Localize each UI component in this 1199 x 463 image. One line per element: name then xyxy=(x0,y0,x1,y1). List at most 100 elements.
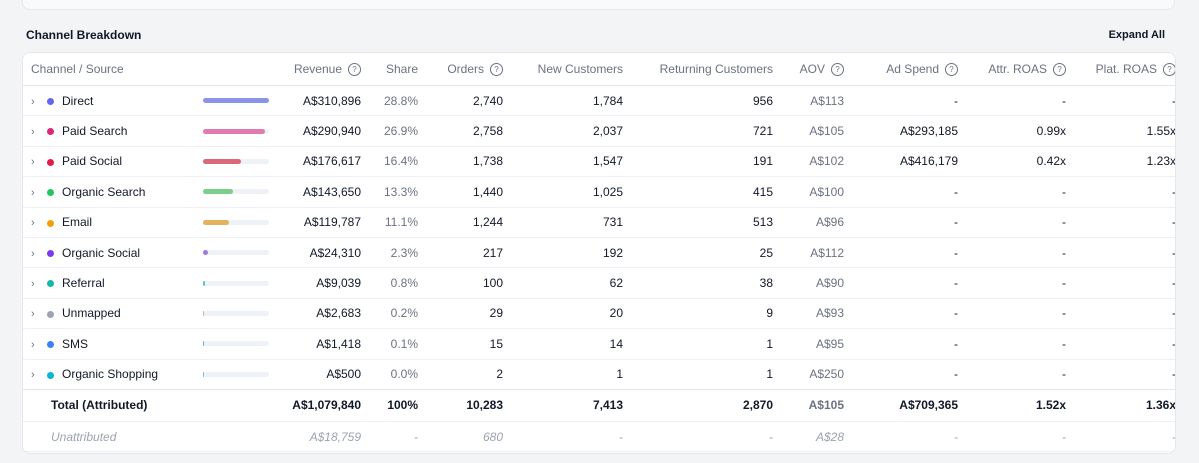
col-orders-label: Orders xyxy=(447,61,485,76)
share-bar-fill xyxy=(203,280,205,286)
col-aov-label: AOV xyxy=(799,61,826,76)
channel-color-dot xyxy=(47,128,54,136)
aov-cell: A$96 xyxy=(815,215,845,230)
chevron-right-icon[interactable]: › xyxy=(31,186,35,199)
chevron-right-icon[interactable]: › xyxy=(31,369,35,382)
share-bar xyxy=(203,371,269,377)
share-bar-fill xyxy=(203,189,234,195)
orders-cell: 100 xyxy=(482,276,504,291)
channel-name: Organic Shopping xyxy=(62,367,159,382)
ad-spend-cell: - xyxy=(954,367,959,382)
channel-cell[interactable]: › Organic Social xyxy=(23,237,201,267)
channel-cell[interactable]: › Direct xyxy=(23,86,201,116)
col-orders[interactable]: Orders? xyxy=(426,53,512,86)
channel-cell[interactable]: › Email xyxy=(23,207,201,237)
table-row[interactable]: › SMS A$1,418 0.1% 15 14 1 A$95 - - - xyxy=(23,329,1175,360)
chevron-right-icon[interactable]: › xyxy=(31,95,35,108)
chevron-right-icon[interactable]: › xyxy=(31,247,35,260)
channel-color-dot xyxy=(47,280,54,288)
total-orders: 10,283 xyxy=(426,388,512,422)
share-bar xyxy=(203,280,269,286)
chevron-right-icon[interactable]: › xyxy=(31,278,35,291)
aov-cell: A$250 xyxy=(809,367,845,382)
channel-cell[interactable]: › Referral xyxy=(23,268,201,298)
table-header: Channel / Source Revenue? Share Orders? … xyxy=(23,53,1175,86)
share-bar-fill xyxy=(203,128,265,134)
top-panel xyxy=(22,0,1175,10)
attr-roas-cell: - xyxy=(1062,184,1067,199)
table-row[interactable]: › Email A$119,787 11.1% 1,244 731 513 A$96 - - - xyxy=(23,207,1176,238)
table-row[interactable]: › Paid Search A$290,940 26.9% 2,758 2,037 721 A… xyxy=(23,116,1175,147)
chevron-right-icon[interactable]: › xyxy=(31,126,35,139)
new-customers-cell: 62 xyxy=(609,276,624,291)
channel-table: Channel / Source Revenue? Share Orders? … xyxy=(23,53,1176,452)
channel-cell[interactable]: › Paid Social xyxy=(23,146,201,176)
revenue-cell: A$500 xyxy=(326,367,362,382)
new-customers-cell: 20 xyxy=(609,306,624,321)
col-share[interactable]: Share xyxy=(369,53,427,86)
channel-table-card: Channel / Source Revenue? Share Orders? … xyxy=(22,52,1176,454)
channel-cell[interactable]: › Organic Shopping xyxy=(23,359,201,389)
help-icon[interactable]: ? xyxy=(1053,63,1067,77)
help-icon[interactable]: ? xyxy=(945,63,959,77)
attr-roas-cell: - xyxy=(1062,93,1067,108)
table-row[interactable]: › Unmapped A$2,683 0.2% 29 20 9 A$93 - - - xyxy=(23,298,1175,329)
orders-cell: 217 xyxy=(482,245,504,260)
col-attr-roas[interactable]: Attr. ROAS? xyxy=(966,53,1075,86)
col-ad-spend[interactable]: Ad Spend? xyxy=(852,53,967,86)
chevron-right-icon[interactable]: › xyxy=(31,156,35,169)
share-cell: 2.3% xyxy=(390,245,419,260)
total-ad-spend: A$709,365 xyxy=(852,388,967,422)
revenue-cell: A$310,896 xyxy=(302,93,362,108)
table-row[interactable]: › Referral A$9,039 0.8% 100 62 38 A$90 - - - xyxy=(23,268,1175,299)
table-row[interactable]: › Organic Shopping A$500 0.0% 2 1 1 A$250 - - - xyxy=(23,359,1175,390)
channel-cell[interactable]: › SMS xyxy=(23,329,201,359)
share-bar-fill xyxy=(203,310,204,316)
table-row[interactable]: › Organic Social A$24,310 2.3% 217 192 25 A$112… xyxy=(23,237,1175,268)
returning-customers-cell: 38 xyxy=(759,276,774,291)
revenue-cell: A$2,683 xyxy=(316,306,362,321)
channel-name: SMS xyxy=(62,336,89,351)
channel-color-dot xyxy=(47,219,54,227)
total-attr-roas: 1.52x xyxy=(966,388,1075,422)
col-returning-customers[interactable]: Returning Customers xyxy=(631,53,782,86)
channel-color-dot xyxy=(47,310,54,318)
chevron-right-icon[interactable]: › xyxy=(31,338,35,351)
orders-cell: 2,740 xyxy=(472,93,504,108)
unattributed-label: Unattributed xyxy=(51,429,117,444)
channel-cell[interactable]: › Organic Search xyxy=(23,177,201,207)
expand-all-button[interactable]: Expand All xyxy=(1108,29,1165,41)
channel-name: Paid Search xyxy=(62,124,128,139)
attr-roas-cell: - xyxy=(1062,276,1067,291)
chevron-right-icon[interactable]: › xyxy=(31,308,35,321)
total-label: Total (Attributed) xyxy=(23,388,201,422)
aov-cell: A$93 xyxy=(815,306,845,321)
unattributed-row: Unattributed A$18,759 - 680 - - A$28 - -… xyxy=(23,421,1175,452)
plat-roas-cell: - xyxy=(1172,215,1176,230)
unattributed-share: - xyxy=(414,429,419,444)
channel-name: Unmapped xyxy=(62,306,121,321)
chevron-right-icon[interactable]: › xyxy=(31,217,35,230)
channel-cell[interactable]: › Unmapped xyxy=(23,298,201,328)
returning-customers-cell: 1 xyxy=(766,367,774,382)
orders-cell: 2,758 xyxy=(472,124,504,139)
col-channel-source[interactable]: Channel / Source xyxy=(23,53,284,86)
channel-cell[interactable]: › Paid Search xyxy=(23,116,201,146)
col-new-customers[interactable]: New Customers xyxy=(511,53,632,86)
new-customers-cell: 2,037 xyxy=(592,124,624,139)
attr-roas-cell: - xyxy=(1062,367,1067,382)
revenue-cell: A$143,650 xyxy=(302,184,362,199)
channel-name: Paid Social xyxy=(62,154,123,169)
col-plat-roas[interactable]: Plat. ROAS? xyxy=(1074,53,1175,86)
table-row[interactable]: › Organic Search A$143,650 13.3% 1,440 1,025 4… xyxy=(23,177,1175,208)
help-icon[interactable]: ? xyxy=(1163,63,1175,77)
col-aov[interactable]: AOV? xyxy=(781,53,853,86)
table-row[interactable]: › Direct A$310,896 28.8% 2,740 1,784 956 A$113 -… xyxy=(23,86,1175,116)
help-icon[interactable]: ? xyxy=(348,63,362,77)
col-revenue[interactable]: Revenue? xyxy=(283,53,370,86)
help-icon[interactable]: ? xyxy=(490,63,504,77)
channel-name: Direct xyxy=(62,93,94,108)
ad-spend-cell: - xyxy=(954,184,959,199)
table-row[interactable]: › Paid Social A$176,617 16.4% 1,738 1,547 191 A… xyxy=(23,146,1175,177)
help-icon[interactable]: ? xyxy=(831,63,845,77)
